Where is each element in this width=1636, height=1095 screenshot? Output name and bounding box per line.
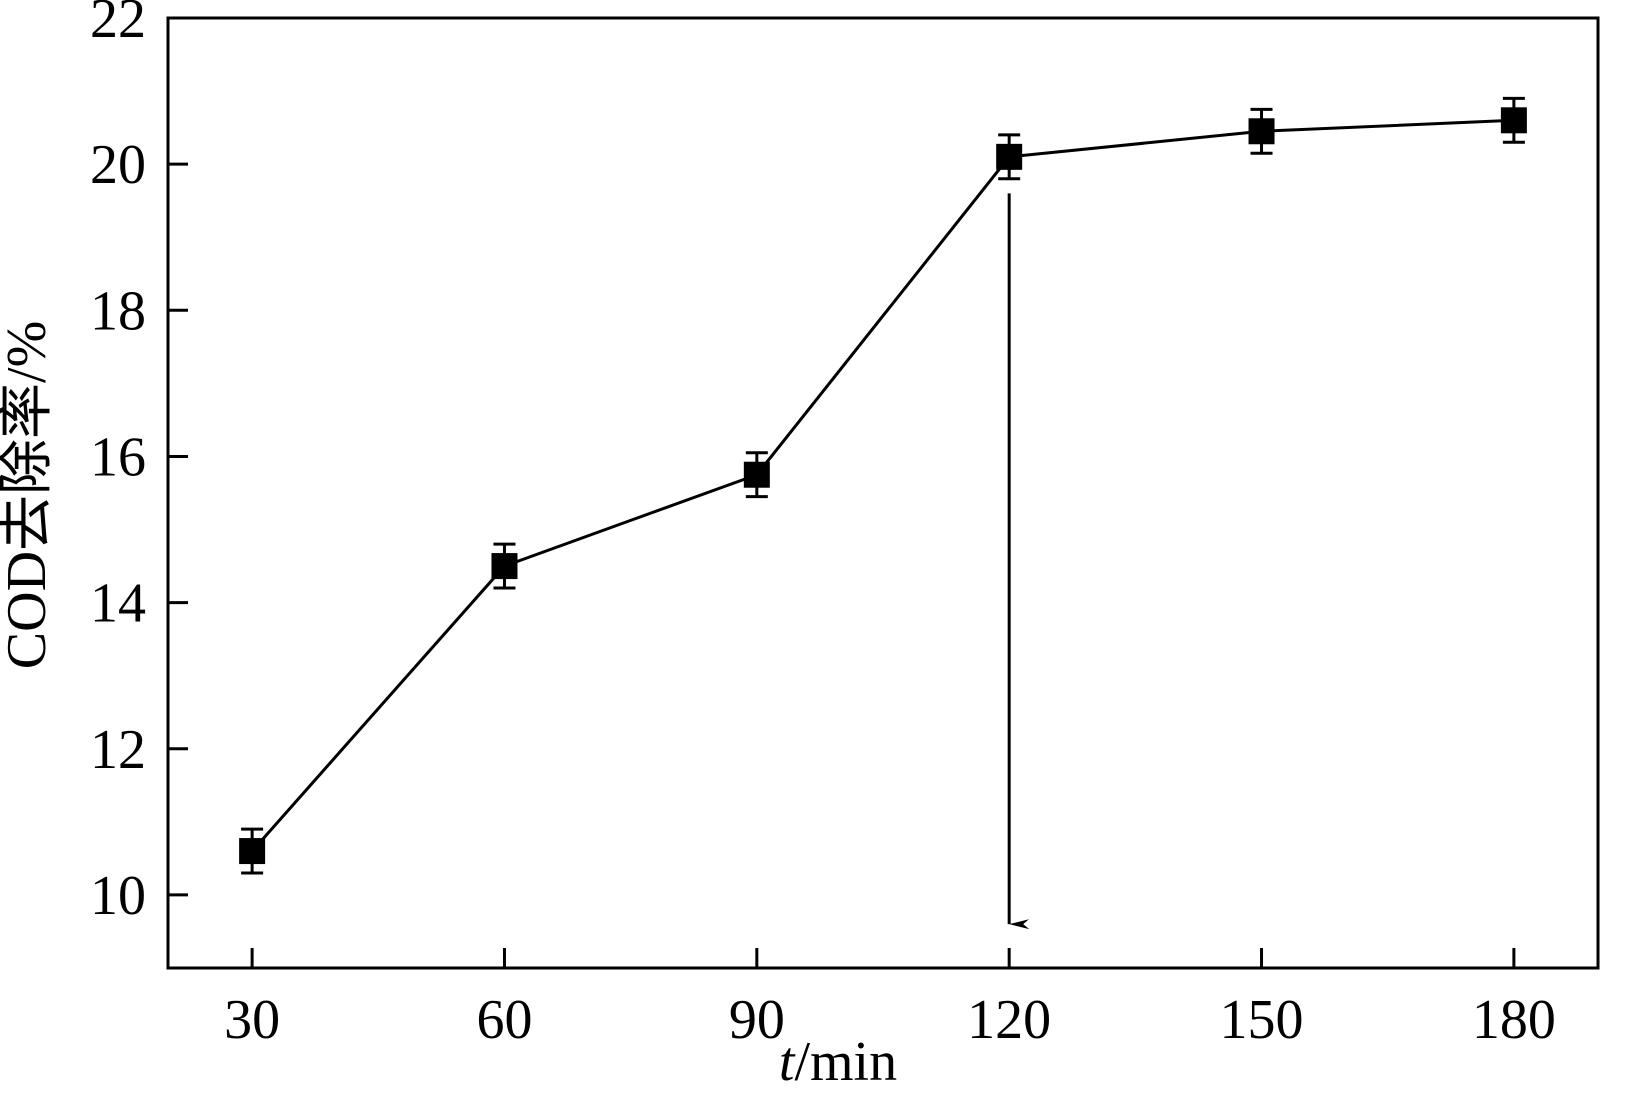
x-tick-label: 30 (224, 989, 280, 1051)
data-point (743, 461, 770, 488)
y-tick-label: 16 (90, 426, 146, 488)
plot-frame (166, 16, 1600, 970)
x-axis-title-unit: /min (794, 1031, 897, 1093)
x-tick-label: 120 (967, 989, 1051, 1051)
y-tick-label: 20 (90, 134, 146, 196)
tick-labels: 30 60 90 120 150 180 10 12 14 16 18 20 22 (90, 0, 1556, 1051)
axis-ticks (168, 16, 1516, 968)
data-point (996, 143, 1023, 170)
x-axis-title: t/min (779, 1031, 897, 1093)
y-axis-title: COD去除率/% (0, 321, 58, 669)
x-axis-title-italic: t (779, 1031, 796, 1093)
data-point (491, 553, 518, 580)
x-tick-label: 90 (729, 989, 785, 1051)
y-tick-label: 12 (90, 719, 146, 781)
x-tick-label: 150 (1220, 989, 1304, 1051)
y-tick-label: 14 (90, 573, 146, 635)
series-line (250, 118, 1514, 853)
data-point (1248, 118, 1275, 145)
y-tick-label: 18 (90, 280, 146, 342)
data-series (239, 96, 1527, 875)
x-tick-label: 180 (1472, 989, 1556, 1051)
y-tick-label: 22 (90, 0, 146, 50)
data-point (1500, 107, 1527, 134)
x-tick-label: 60 (476, 989, 532, 1051)
y-tick-label: 10 (90, 865, 146, 927)
data-point (239, 838, 266, 865)
